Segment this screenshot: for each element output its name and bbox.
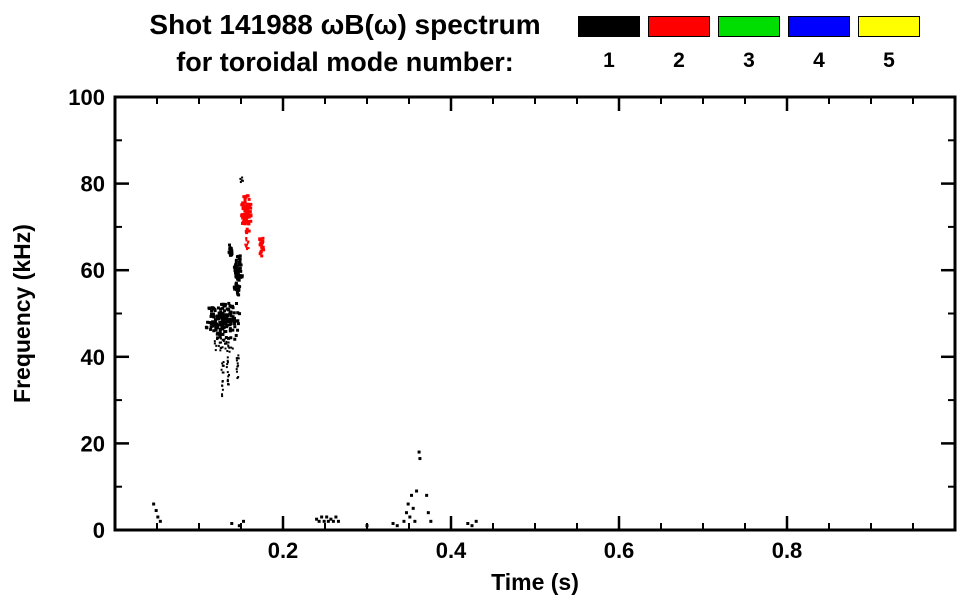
svg-text:0.4: 0.4 — [436, 538, 467, 563]
legend-item-mode-2: 2 — [648, 16, 710, 73]
legend-label-mode-2: 2 — [673, 49, 685, 72]
legend-label-mode-4: 4 — [813, 49, 825, 72]
svg-text:0.6: 0.6 — [604, 538, 635, 563]
legend-label-mode-5: 5 — [883, 49, 895, 72]
chart-subtitle: for toroidal mode number: — [176, 47, 514, 77]
axes: 0.2 0.4 0.6 0.8 0 20 40 60 80 100 Time (s) Frequenc… — [9, 85, 957, 595]
chart-title: Shot 141988 ωB(ω) spectrum — [149, 9, 541, 40]
series-mode-2 — [240, 194, 266, 258]
legend-item-mode-3: 3 — [718, 16, 780, 73]
svg-text:Time (s): Time (s) — [491, 569, 579, 595]
legend-item-mode-5: 5 — [858, 16, 920, 73]
legend-swatch-mode-3 — [718, 16, 780, 37]
legend-label-mode-3: 3 — [743, 49, 755, 72]
legend-label-mode-1: 1 — [603, 49, 615, 72]
mode-legend: 1 2 3 4 5 — [578, 16, 920, 73]
svg-text:40: 40 — [81, 345, 105, 370]
legend-item-mode-4: 4 — [788, 16, 850, 73]
svg-text:100: 100 — [68, 85, 105, 110]
svg-text:0.2: 0.2 — [268, 538, 299, 563]
svg-text:20: 20 — [81, 431, 105, 456]
legend-swatch-mode-4 — [788, 16, 850, 37]
legend-swatch-mode-1 — [578, 16, 640, 37]
legend-swatch-mode-5 — [858, 16, 920, 37]
series-mode-1 — [152, 176, 478, 528]
title-block: Shot 141988 ωB(ω) spectrum for toroidal … — [55, 6, 635, 80]
svg-text:Frequency (kHz): Frequency (kHz) — [9, 224, 35, 403]
legend-item-mode-1: 1 — [578, 16, 640, 73]
legend-swatch-mode-2 — [648, 16, 710, 37]
svg-text:0.8: 0.8 — [772, 538, 803, 563]
svg-text:80: 80 — [81, 172, 105, 197]
svg-text:60: 60 — [81, 258, 105, 283]
svg-text:0: 0 — [93, 518, 105, 543]
